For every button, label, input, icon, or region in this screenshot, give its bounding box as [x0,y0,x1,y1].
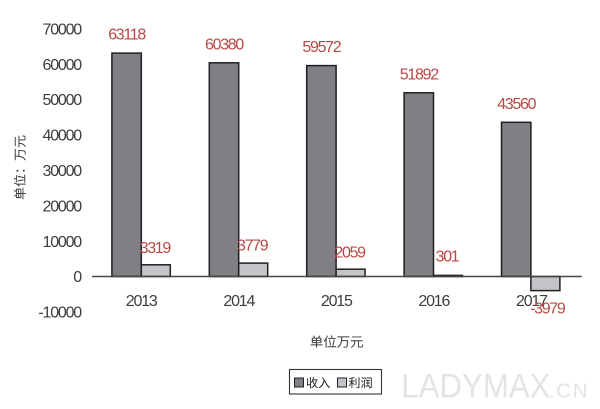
svg-text:.CN: .CN [549,380,589,403]
svg-text:2059: 2059 [334,244,366,261]
svg-text:43560: 43560 [497,96,536,113]
svg-text:2016: 2016 [418,293,450,310]
svg-text:70000: 70000 [43,21,83,38]
svg-text:10000: 10000 [43,234,83,251]
svg-text:2014: 2014 [223,293,255,310]
svg-text:3779: 3779 [237,238,269,255]
svg-text:LADYMAX: LADYMAX [401,366,550,405]
svg-text:30000: 30000 [43,163,83,180]
svg-text:60380: 60380 [205,36,244,53]
svg-text:2015: 2015 [321,293,353,310]
svg-text:3319: 3319 [140,240,172,257]
svg-text:-10000: -10000 [38,305,82,322]
svg-text:60000: 60000 [43,57,83,74]
svg-text:301: 301 [436,249,460,266]
svg-text:51892: 51892 [400,66,439,83]
svg-text:2017: 2017 [516,293,548,310]
svg-text:20000: 20000 [43,198,83,215]
svg-text:2013: 2013 [126,293,158,310]
svg-text:0: 0 [73,269,82,286]
svg-text:59572: 59572 [302,39,341,56]
svg-text:50000: 50000 [43,92,83,109]
svg-text:40000: 40000 [43,128,83,145]
svg-text:63118: 63118 [108,27,146,44]
svg-text:-3979: -3979 [530,300,566,317]
